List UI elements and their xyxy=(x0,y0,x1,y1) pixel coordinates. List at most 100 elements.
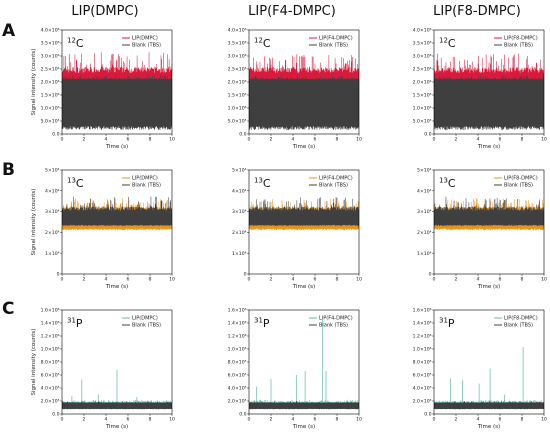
y-tick-label: 2.0×10⁶ xyxy=(41,80,60,86)
x-tick-label: 6 xyxy=(127,417,130,423)
isotope-label: 31P xyxy=(67,317,83,331)
y-axis-label: Signal intensity (counts) xyxy=(31,329,37,396)
y-tick-label: 5.0×10⁵ xyxy=(41,119,60,125)
y-tick-label: 3.5×10⁶ xyxy=(41,41,60,47)
y-tick-label: 3×10⁴ xyxy=(232,209,247,215)
y-tick-label: 3.0×10⁶ xyxy=(41,54,60,60)
legend: LIP(F8-DMPC)Blank (TBS) xyxy=(494,176,538,189)
isotope-label: 13C xyxy=(254,177,271,191)
x-tick-label: 8 xyxy=(521,137,524,143)
legend-entry: Blank (TBS) xyxy=(504,43,533,49)
y-tick-label: 1.2×10⁶ xyxy=(228,334,247,340)
y-tick-label: 5.0×10⁵ xyxy=(413,119,432,125)
isotope-symbol: C xyxy=(263,177,271,190)
legend-entry: LIP(DMPC) xyxy=(132,176,158,182)
isotope-mass: 12 xyxy=(67,37,76,45)
y-tick-label: 8.0×10⁵ xyxy=(41,360,60,366)
y-tick-label: 4.0×10⁶ xyxy=(228,28,247,34)
column-title-2: LIP(F4-DMPC) xyxy=(248,4,336,19)
y-tick-label: 1.0×10⁶ xyxy=(228,106,247,112)
y-tick-label: 2×10⁴ xyxy=(417,230,432,236)
x-axis-label: Time (s) xyxy=(105,144,128,150)
isotope-symbol: P xyxy=(76,317,83,330)
y-tick-label: 0.0 xyxy=(424,412,431,418)
y-tick-label: 2×10⁴ xyxy=(45,230,60,236)
x-tick-label: 6 xyxy=(314,417,317,423)
y-tick-label: 0 xyxy=(244,272,247,278)
y-tick-label: 0.0 xyxy=(52,132,59,138)
y-tick-label: 6.0×10⁵ xyxy=(228,373,247,379)
x-tick-label: 2 xyxy=(83,277,86,283)
x-tick-label: 0 xyxy=(61,417,64,423)
x-tick-label: 2 xyxy=(83,417,86,423)
x-tick-label: 6 xyxy=(314,277,317,283)
y-tick-label: 2.0×10⁶ xyxy=(228,80,247,86)
y-tick-label: 4×10⁴ xyxy=(232,188,247,194)
y-tick-label: 5×10⁴ xyxy=(45,168,60,174)
y-tick-label: 3×10⁴ xyxy=(417,209,432,215)
x-tick-label: 8 xyxy=(149,417,152,423)
isotope-symbol: C xyxy=(76,177,84,190)
x-tick-label: 0 xyxy=(248,277,251,283)
isotope-mass: 31 xyxy=(67,317,76,325)
x-tick-label: 0 xyxy=(248,137,251,143)
y-axis-label: Signal intensity (counts) xyxy=(31,49,37,116)
x-tick-label: 10 xyxy=(169,277,175,283)
x-tick-label: 2 xyxy=(270,137,273,143)
chart-panel-a2: 0 2 4 6 8 10 0.0 5.0×10⁵ 1.0×10⁶ 1.5×10⁶ 2.0×10⁶ 2.… xyxy=(228,28,362,150)
y-tick-label: 1.6×10⁶ xyxy=(41,308,60,314)
isotope-label: 13C xyxy=(67,177,84,191)
isotope-mass: 13 xyxy=(439,177,448,185)
x-tick-label: 8 xyxy=(336,417,339,423)
band-b2-1 xyxy=(249,212,359,224)
isotope-label: 31P xyxy=(439,317,455,331)
x-tick-label: 8 xyxy=(336,137,339,143)
y-tick-label: 2×10⁴ xyxy=(232,230,247,236)
x-tick-label: 4 xyxy=(292,417,295,423)
legend: LIP(DMPC)Blank (TBS) xyxy=(122,176,161,189)
legend-entry: Blank (TBS) xyxy=(504,183,533,189)
y-tick-label: 3.5×10⁶ xyxy=(413,41,432,47)
x-tick-label: 2 xyxy=(455,277,458,283)
chart-panel-b3: 0 2 4 6 8 10 0 1×10⁴ 2×10⁴ 3×10⁴ 4×10⁴ 5×10⁴ Time (s… xyxy=(417,168,547,290)
x-tick-label: 0 xyxy=(61,277,64,283)
y-tick-label: 2.0×10⁵ xyxy=(228,399,247,405)
y-tick-label: 3.5×10⁶ xyxy=(228,41,247,47)
isotope-mass: 31 xyxy=(254,317,263,325)
y-tick-label: 4×10⁴ xyxy=(45,188,60,194)
x-tick-label: 10 xyxy=(541,137,547,143)
x-tick-label: 8 xyxy=(149,277,152,283)
row-letters: A B C xyxy=(2,21,16,319)
chart-panel-c2: 0 2 4 6 8 10 0.0 2.0×10⁵ 4.0×10⁵ 6.0×10⁵ 8.0×10⁵ 1.… xyxy=(228,308,362,430)
y-tick-label: 1.4×10⁶ xyxy=(228,321,247,327)
chart-panel-c3: 0 2 4 6 8 10 0.0 2.0×10⁵ 4.0×10⁵ 6.0×10⁵ 8.0×10⁵ 1.… xyxy=(413,308,547,430)
x-tick-label: 0 xyxy=(433,277,436,283)
x-tick-label: 6 xyxy=(499,417,502,423)
x-tick-label: 0 xyxy=(248,417,251,423)
isotope-mass: 13 xyxy=(67,177,76,185)
column-title-1: LIP(DMPC) xyxy=(71,4,138,19)
y-tick-label: 6.0×10⁵ xyxy=(413,373,432,379)
x-axis-label: Time (s) xyxy=(477,144,500,150)
y-tick-label: 4.0×10⁵ xyxy=(413,386,432,392)
y-tick-label: 1.5×10⁶ xyxy=(41,93,60,99)
legend-entry: Blank (TBS) xyxy=(319,183,348,189)
plot-frame xyxy=(61,169,173,275)
y-tick-label: 0.0 xyxy=(239,412,246,418)
x-tick-label: 4 xyxy=(477,417,480,423)
y-tick-label: 4.0×10⁵ xyxy=(41,386,60,392)
legend-entry: Blank (TBS) xyxy=(319,323,348,329)
x-tick-label: 2 xyxy=(270,277,273,283)
x-tick-label: 4 xyxy=(477,277,480,283)
x-tick-label: 0 xyxy=(433,137,436,143)
y-tick-label: 0 xyxy=(57,272,60,278)
isotope-symbol: C xyxy=(76,37,84,50)
isotope-label: 12C xyxy=(67,37,84,51)
legend: LIP(DMPC)Blank (TBS) xyxy=(122,316,161,329)
x-tick-label: 10 xyxy=(169,137,175,143)
isotope-mass: 12 xyxy=(254,37,263,45)
column-titles: LIP(DMPC) LIP(F4-DMPC) LIP(F8-DMPC) xyxy=(71,4,520,19)
isotope-symbol: P xyxy=(448,317,455,330)
y-tick-label: 1.0×10⁶ xyxy=(41,106,60,112)
